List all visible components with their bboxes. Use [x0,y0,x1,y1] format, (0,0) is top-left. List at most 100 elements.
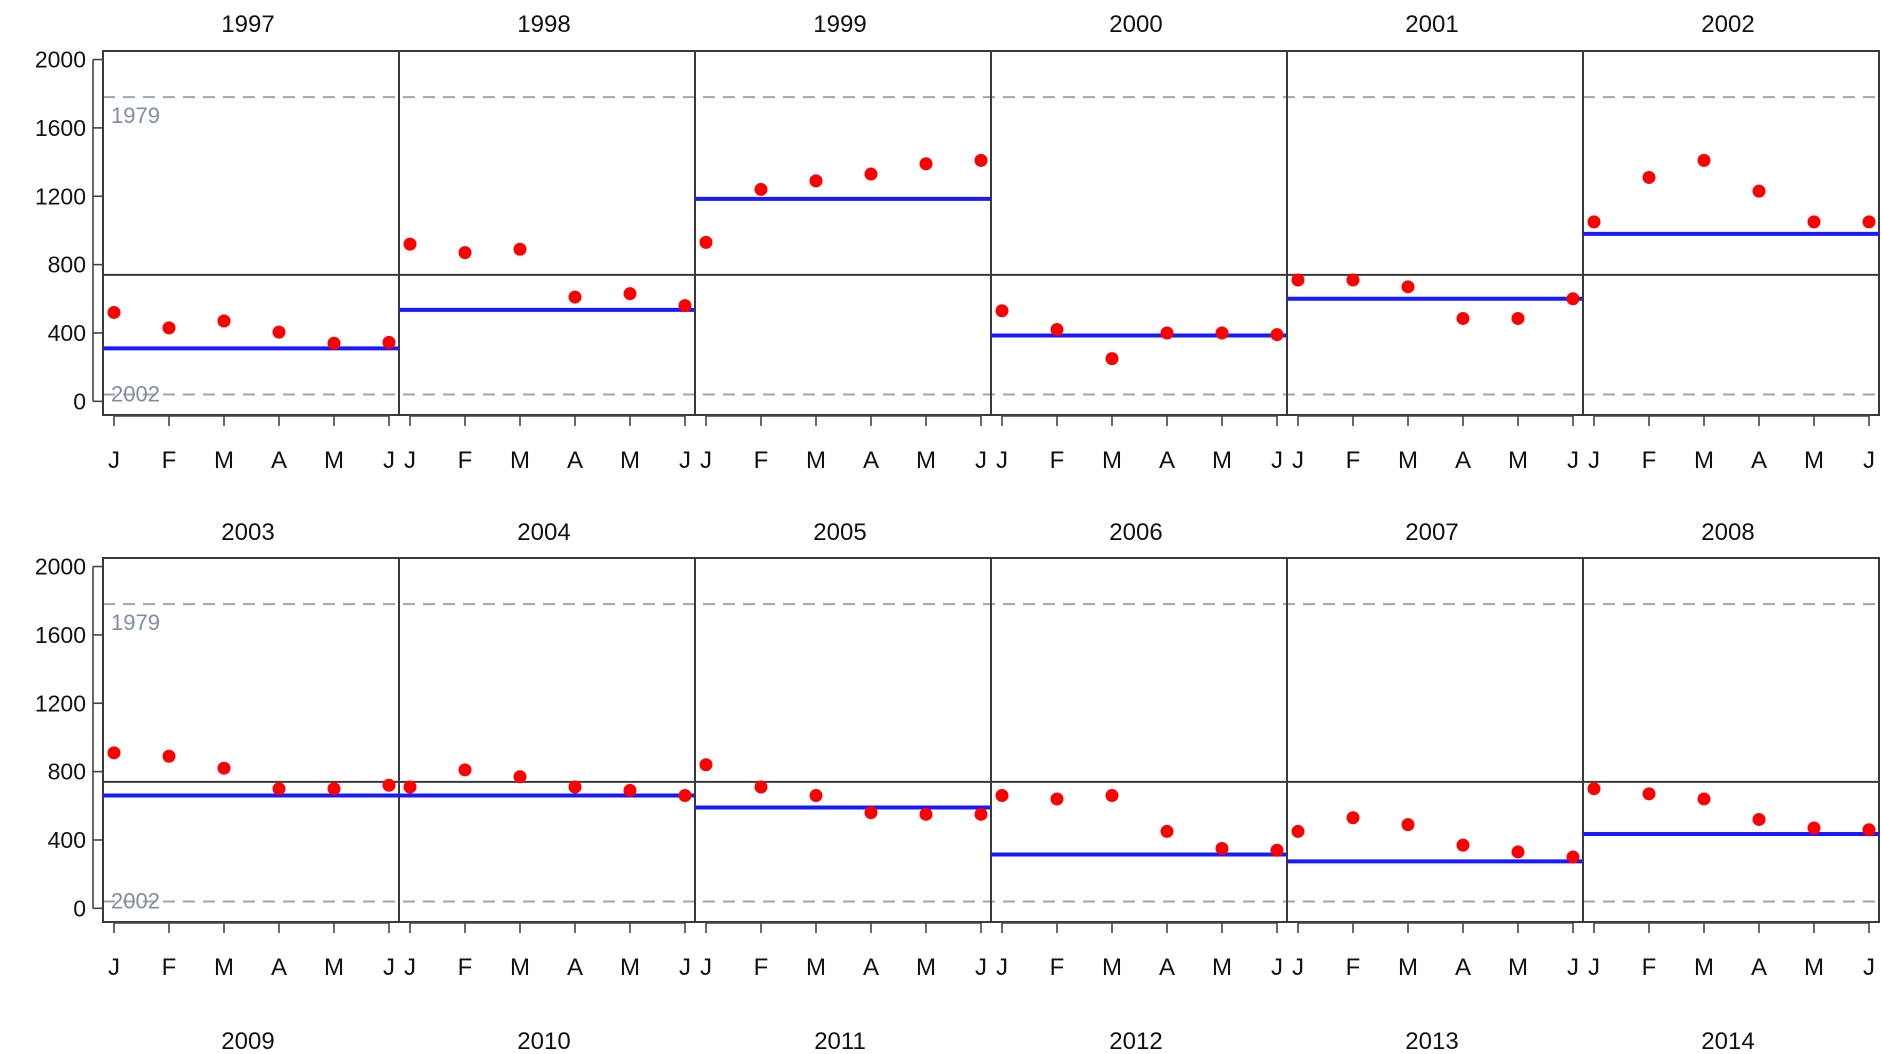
data-point-2001-1 [1291,273,1305,287]
month-label: J [1588,447,1600,474]
month-label: J [108,447,120,474]
month-label: F [1642,447,1657,474]
data-point-1998-1 [403,237,417,251]
data-point-2001-3 [1401,280,1415,294]
data-point-2005-1 [699,758,713,772]
data-point-2005-4 [864,806,878,820]
month-label: M [916,447,936,474]
month-label: A [1455,954,1471,981]
y-tick-label-800: 800 [48,252,86,278]
data-point-2000-3 [1105,352,1119,366]
panel-title-2013: 2013 [1405,1028,1458,1054]
data-point-1997-1 [107,305,121,319]
data-point-2004-2 [458,763,472,777]
month-label: F [1050,447,1065,474]
month-label: M [806,954,826,981]
month-label: M [1398,447,1418,474]
month-label: J [1292,954,1304,981]
panel-title-2008: 2008 [1701,519,1754,546]
month-label: M [324,954,344,981]
month-label: A [271,447,287,474]
data-point-2005-6 [974,807,988,821]
month-label: J [383,447,395,474]
data-point-2002-5 [1807,215,1821,229]
panel-frame-2008 [1582,557,1880,923]
data-point-2002-6 [1862,215,1876,229]
panel-title-2004: 2004 [517,519,570,546]
data-point-2006-4 [1160,824,1174,838]
y-tick-label-800: 800 [48,759,86,785]
panel-frame-2005 [694,557,992,923]
data-point-2004-3 [513,770,527,784]
month-label: J [1567,954,1579,981]
month-label: F [1346,447,1361,474]
month-label: A [863,954,879,981]
data-point-2001-5 [1511,311,1525,325]
month-label: F [1050,954,1065,981]
y-tick-label-400: 400 [48,827,86,853]
data-point-1999-5 [919,157,933,171]
data-point-2008-4 [1752,812,1766,826]
month-label: J [1567,447,1579,474]
data-point-2000-2 [1050,323,1064,337]
data-point-2007-5 [1511,845,1525,859]
data-point-1999-3 [809,174,823,188]
data-point-1998-4 [568,290,582,304]
month-label: J [383,954,395,981]
month-label: A [567,954,583,981]
data-point-1997-3 [217,314,231,328]
panel-frame-2006 [990,557,1288,923]
panel-title-2011: 2011 [814,1028,866,1054]
y-tick-label-0: 0 [73,895,86,921]
month-label: A [271,954,287,981]
panel-frame-2004 [398,557,696,923]
month-label: J [1271,447,1283,474]
month-label: A [1159,447,1175,474]
panel-frame-2001 [1286,50,1584,416]
month-label: A [1751,954,1767,981]
month-label: M [1102,954,1122,981]
month-label: M [1508,954,1528,981]
data-point-2003-5 [327,782,341,796]
month-label: A [567,447,583,474]
data-point-2002-2 [1642,170,1656,184]
data-point-2003-3 [217,761,231,775]
month-label: J [404,954,416,981]
reference-label-2002: 2002 [111,381,160,406]
panel-title-1998: 1998 [517,11,570,38]
y-tick-label-1600: 1600 [35,115,86,141]
data-point-1997-5 [327,336,341,350]
y-tick-label-1600: 1600 [35,622,86,648]
data-point-2007-6 [1566,850,1580,864]
month-label: A [1159,954,1175,981]
data-point-2008-5 [1807,821,1821,835]
data-point-1998-3 [513,242,527,256]
panel-title-2014: 2014 [1701,1028,1754,1054]
data-point-2002-3 [1697,153,1711,167]
panel-title-2005: 2005 [813,519,866,546]
data-point-2003-4 [272,782,286,796]
data-point-2008-2 [1642,787,1656,801]
month-label: M [214,954,234,981]
data-point-2001-4 [1456,311,1470,325]
month-label: J [996,447,1008,474]
month-label: J [700,954,712,981]
month-label: J [1271,954,1283,981]
data-point-2000-5 [1215,326,1229,340]
data-point-2004-5 [623,783,637,797]
y-tick-label-400: 400 [48,320,86,346]
y-tick-label-1200: 1200 [35,690,86,716]
data-point-1997-6 [382,335,396,349]
data-point-2006-5 [1215,842,1229,856]
month-label: F [458,954,473,981]
month-label: M [324,447,344,474]
month-label: F [1642,954,1657,981]
month-label: M [1804,954,1824,981]
month-label: F [162,447,177,474]
month-label: M [1102,447,1122,474]
data-point-1999-4 [864,167,878,181]
y-tick-label-2000: 2000 [35,554,86,580]
month-label: J [1588,954,1600,981]
month-label: A [1455,447,1471,474]
